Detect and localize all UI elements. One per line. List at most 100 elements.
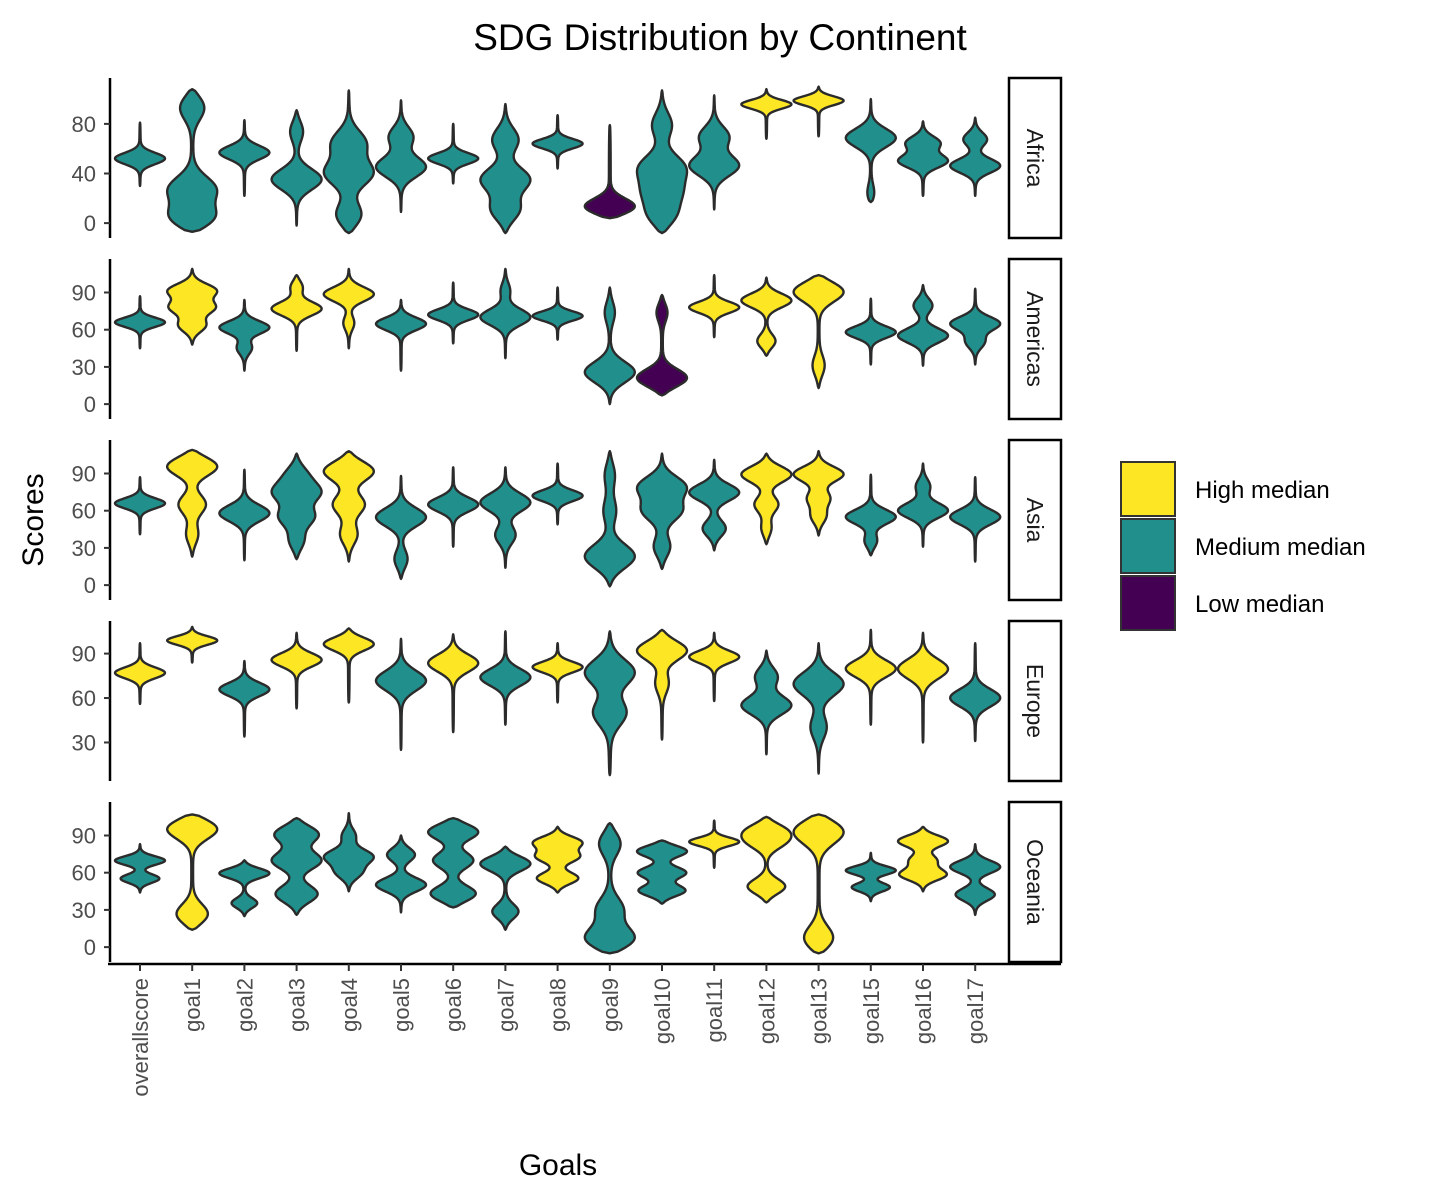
violin-europe-goal8 xyxy=(531,642,584,704)
x-tick-label: goal3 xyxy=(285,978,310,1032)
violin-europe-goal2 xyxy=(218,659,271,738)
facet-strip xyxy=(1007,257,1063,421)
x-tick-label: goal16 xyxy=(911,978,936,1044)
violin-europe-goal1 xyxy=(166,625,219,664)
x-tick-label: goal4 xyxy=(337,978,362,1032)
y-tick-label: 90 xyxy=(72,823,96,848)
legend-label-low: Low median xyxy=(1195,591,1324,618)
violin-oceania-goal17 xyxy=(949,842,1002,917)
violin-asia-goal16 xyxy=(896,462,950,548)
facet-strip-label: Europe xyxy=(1022,664,1048,738)
violin-asia-goal11 xyxy=(688,458,741,552)
violin-europe-goal5 xyxy=(374,637,428,752)
violin-africa-goal13 xyxy=(792,85,845,138)
x-axis-title: Goals xyxy=(519,1149,597,1182)
violin-asia-goal1 xyxy=(166,448,219,558)
legend-label-medium: Medium median xyxy=(1195,534,1366,561)
x-tick-label: overallscore xyxy=(128,978,153,1097)
x-tick-label: goal12 xyxy=(754,978,779,1044)
facet-strip-label: Oceania xyxy=(1022,839,1048,925)
legend-key-medium xyxy=(1120,518,1176,574)
violin-asia-goal10 xyxy=(635,452,689,571)
violin-africa-overallscore xyxy=(113,121,167,188)
violin-oceania-goal5 xyxy=(374,834,428,914)
y-tick-label: 90 xyxy=(72,280,96,305)
facet-strip-label: Africa xyxy=(1022,129,1048,188)
violin-africa-goal12 xyxy=(740,87,793,140)
violin-americas-goal1 xyxy=(166,267,219,346)
violin-oceania-goal3 xyxy=(270,816,323,917)
violin-asia-goal7 xyxy=(479,466,532,569)
violin-americas-overallscore xyxy=(113,295,167,350)
x-axis: overallscore goal1 goal2 goal3 goal4 goal5 goa… xyxy=(108,962,1061,1097)
violin-americas-goal9 xyxy=(583,286,636,406)
facet-panel-oceania: 0 30 60 90 Oceania xyxy=(72,800,1063,964)
x-tick-label: goal5 xyxy=(389,978,414,1032)
legend-key-high xyxy=(1120,461,1176,517)
y-tick-label: 0 xyxy=(84,211,96,236)
y-tick-label: 30 xyxy=(72,730,96,755)
violin-oceania-goal11 xyxy=(688,819,741,869)
violin-asia-goal2 xyxy=(218,468,271,562)
y-tick-label: 60 xyxy=(72,318,96,343)
facet-strip xyxy=(1007,800,1063,964)
legend-label-high: High median xyxy=(1195,477,1330,504)
y-axis-title: Scores xyxy=(17,473,50,566)
violin-africa-goal5 xyxy=(374,99,428,214)
violin-americas-goal6 xyxy=(427,281,480,345)
y-tick-label: 0 xyxy=(84,935,96,960)
violin-europe-goal15 xyxy=(844,628,897,726)
x-tick-label: goal13 xyxy=(807,978,832,1044)
violin-americas-goal7 xyxy=(479,267,532,360)
x-tick-label: goal9 xyxy=(598,978,623,1032)
violin-oceania-goal6 xyxy=(427,816,480,909)
violin-oceania-goal12 xyxy=(740,815,793,904)
violin-americas-goal10 xyxy=(635,293,689,397)
violin-americas-goal5 xyxy=(374,298,428,372)
y-tick-label: 0 xyxy=(84,573,96,598)
y-tick-label: 40 xyxy=(72,162,96,187)
facet-strip xyxy=(1007,438,1063,602)
violin-africa-goal9 xyxy=(583,123,636,220)
x-tick-label: goal1 xyxy=(180,978,205,1032)
violin-asia-goal17 xyxy=(949,476,1002,563)
violin-africa-goal2 xyxy=(218,118,271,198)
violin-europe-goal13 xyxy=(792,642,845,775)
y-tick-label: 0 xyxy=(84,392,96,417)
violin-africa-goal7 xyxy=(479,102,532,235)
y-tick-label: 60 xyxy=(72,499,96,524)
violin-europe-goal17 xyxy=(949,642,1002,743)
x-tick-label: goal6 xyxy=(441,978,466,1032)
facet-strip xyxy=(1007,76,1063,240)
violin-africa-goal3 xyxy=(270,109,323,227)
x-tick-label: goal7 xyxy=(493,978,518,1032)
violin-americas-goal12 xyxy=(740,276,793,357)
y-tick-label: 30 xyxy=(72,355,96,380)
violin-americas-goal11 xyxy=(688,273,741,339)
violin-asia-goal4 xyxy=(322,449,375,563)
violin-europe-goal16 xyxy=(896,631,950,744)
violin-europe-overallscore xyxy=(113,642,167,706)
violin-europe-goal10 xyxy=(635,628,689,741)
violin-oceania-goal9 xyxy=(583,821,636,955)
facet-panel-africa: 0 40 80 Africa xyxy=(72,76,1063,240)
x-tick-label: goal17 xyxy=(963,978,988,1044)
violin-africa-goal15 xyxy=(844,97,897,204)
violin-asia-goal9 xyxy=(583,449,636,588)
violin-americas-goal16 xyxy=(896,283,950,367)
violin-oceania-goal7 xyxy=(479,845,532,931)
violin-oceania-goal1 xyxy=(166,813,219,931)
y-tick-label: 60 xyxy=(72,861,96,886)
violin-asia-goal15 xyxy=(844,473,897,557)
violin-africa-goal4 xyxy=(322,89,375,235)
facet-panel-europe: 30 60 90 Europe xyxy=(72,619,1063,783)
facet-panels: 0 40 80 Africa 0 30 60 90 Americas 0 30 60 90 Asia 30 6… xyxy=(72,76,1063,964)
violin-americas-goal17 xyxy=(949,287,1002,366)
violin-oceania-goal16 xyxy=(896,825,950,893)
violin-oceania-goal15 xyxy=(844,851,897,903)
y-tick-label: 90 xyxy=(72,461,96,486)
violin-asia-goal12 xyxy=(740,452,793,546)
violin-oceania-goal8 xyxy=(531,825,584,894)
x-tick-label: goal2 xyxy=(232,978,257,1032)
